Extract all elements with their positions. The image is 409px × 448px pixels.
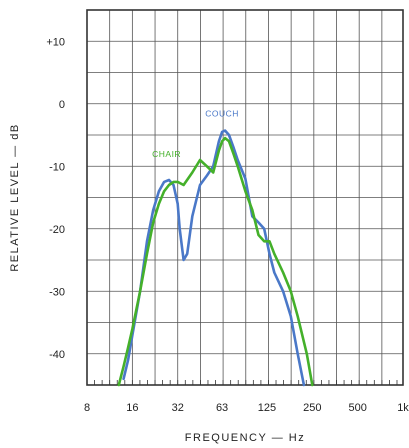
x-tick-label: 32 (172, 402, 184, 414)
y-tick-label: -40 (49, 349, 65, 361)
series-line-chair (117, 136, 314, 387)
x-tick-label: 8 (84, 402, 90, 414)
x-tick-label: 1k (397, 402, 409, 414)
tick-labels: +10 0 -10 -20 -30 -40 8 16 32 63 125 250 500 1k (46, 36, 409, 414)
y-tick-label: -20 (49, 224, 65, 236)
x-tick-label: 250 (303, 402, 321, 414)
plot-frame (86, 9, 404, 386)
y-axis-label: RELATIVE LEVEL — dB (9, 123, 21, 271)
x-tick-label: 16 (126, 402, 138, 414)
series-label-couch: COUCH (205, 108, 239, 118)
series-label-chair: CHAIR (152, 149, 181, 159)
y-tick-label: -10 (49, 161, 65, 173)
grid-lines (86, 10, 403, 385)
y-tick-label: -30 (49, 286, 65, 298)
data-series: COUCH CHAIR (117, 108, 314, 387)
x-tick-label: 125 (258, 402, 276, 414)
y-tick-label: 0 (59, 99, 65, 111)
x-tick-label: 63 (216, 402, 228, 414)
x-tick-label: 500 (348, 402, 366, 414)
y-tick-label: +10 (46, 36, 65, 48)
x-axis-label: FREQUENCY — Hz (185, 432, 305, 444)
